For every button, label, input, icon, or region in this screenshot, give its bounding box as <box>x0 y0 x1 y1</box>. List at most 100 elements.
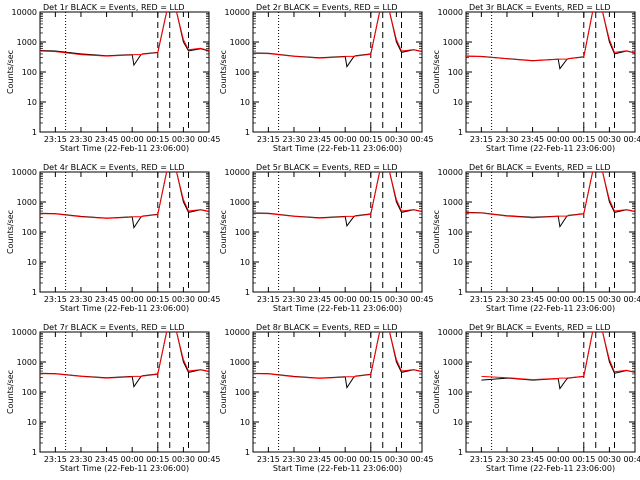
plot-title: Det 1r BLACK = Events, RED = LLD <box>43 3 185 12</box>
y-tick-label: 1000 <box>443 38 463 47</box>
y-tick-label: 1 <box>458 448 463 457</box>
y-tick-label: 100 <box>448 68 463 77</box>
y-tick-label: 10000 <box>225 8 250 17</box>
x-tick-label: 23:45 <box>95 455 118 464</box>
lld-series-line <box>40 12 209 57</box>
y-tick-label: 10000 <box>438 328 463 337</box>
y-axis-label: Counts/sec <box>6 50 15 94</box>
y-axis-label: Counts/sec <box>432 210 441 254</box>
x-axis-label: Start Time (22-Feb-11 23:06:00) <box>273 304 402 313</box>
x-axis-label: Start Time (22-Feb-11 23:06:00) <box>273 464 402 473</box>
x-axis-label: Start Time (22-Feb-11 23:06:00) <box>486 304 615 313</box>
y-tick-label: 100 <box>22 388 37 397</box>
y-tick-label: 1 <box>32 448 37 457</box>
y-tick-label: 100 <box>235 388 250 397</box>
x-tick-label: 00:30 <box>598 295 621 304</box>
detector-plot-7: Det 7r BLACK = Events, RED = LLD 1 10 100 10… <box>6 323 221 473</box>
y-axis-label: Counts/sec <box>432 370 441 414</box>
y-tick-label: 10000 <box>225 328 250 337</box>
y-tick-label: 1000 <box>230 358 250 367</box>
y-tick-label: 1000 <box>230 38 250 47</box>
detector-plot-3: Det 3r BLACK = Events, RED = LLD 1 10 100 10… <box>432 3 640 153</box>
x-axis-label: Start Time (22-Feb-11 23:06:00) <box>60 304 189 313</box>
x-tick-label: 23:45 <box>308 135 331 144</box>
x-tick-label: 23:15 <box>44 295 67 304</box>
y-tick-label: 1 <box>458 128 463 137</box>
y-tick-label: 1 <box>245 128 250 137</box>
detector-plot-4: Det 4r BLACK = Events, RED = LLD 1 10 100 10… <box>6 163 221 313</box>
plot-title: Det 8r BLACK = Events, RED = LLD <box>256 323 398 332</box>
detector-plot-8: Det 8r BLACK = Events, RED = LLD 1 10 100 10… <box>219 323 434 473</box>
x-tick-label: 23:30 <box>495 455 518 464</box>
y-tick-label: 100 <box>448 228 463 237</box>
y-tick-label: 10000 <box>12 168 37 177</box>
x-tick-label: 00:45 <box>623 455 640 464</box>
y-tick-label: 1000 <box>230 198 250 207</box>
y-axis-label: Counts/sec <box>219 370 228 414</box>
x-tick-label: 00:15 <box>572 455 595 464</box>
lld-series-line <box>253 332 422 379</box>
y-tick-label: 10000 <box>12 328 37 337</box>
x-axis-label: Start Time (22-Feb-11 23:06:00) <box>60 464 189 473</box>
y-tick-label: 1000 <box>17 38 37 47</box>
x-axis-label: Start Time (22-Feb-11 23:06:00) <box>486 464 615 473</box>
x-axis-label: Start Time (22-Feb-11 23:06:00) <box>60 144 189 153</box>
x-tick-label: 23:15 <box>470 455 493 464</box>
x-tick-label: 23:45 <box>308 455 331 464</box>
x-tick-label: 00:00 <box>121 135 144 144</box>
x-tick-label: 00:45 <box>623 295 640 304</box>
x-tick-label: 23:45 <box>521 135 544 144</box>
y-tick-label: 10000 <box>438 8 463 17</box>
y-tick-label: 1000 <box>17 198 37 207</box>
x-tick-label: 00:00 <box>547 455 570 464</box>
y-axis-label: Counts/sec <box>6 370 15 414</box>
x-tick-label: 00:45 <box>410 295 433 304</box>
x-tick-label: 00:45 <box>410 135 433 144</box>
detector-plot-2: Det 2r BLACK = Events, RED = LLD 1 10 100 10… <box>219 3 434 153</box>
y-axis-label: Counts/sec <box>6 210 15 254</box>
x-tick-label: 23:15 <box>257 295 280 304</box>
y-tick-label: 100 <box>448 388 463 397</box>
lld-series-line <box>481 332 635 381</box>
plot-title: Det 2r BLACK = Events, RED = LLD <box>256 3 398 12</box>
x-tick-label: 00:00 <box>547 135 570 144</box>
x-tick-label: 00:15 <box>359 295 382 304</box>
y-tick-label: 1 <box>32 128 37 137</box>
y-tick-label: 10 <box>240 98 250 107</box>
x-tick-label: 23:15 <box>44 135 67 144</box>
events-series-line <box>481 332 635 390</box>
x-tick-label: 00:15 <box>572 135 595 144</box>
y-tick-label: 1 <box>32 288 37 297</box>
x-tick-label: 23:15 <box>44 455 67 464</box>
detector-plot-1: Det 1r BLACK = Events, RED = LLD 1 10 100 10… <box>6 3 221 153</box>
x-tick-label: 00:30 <box>598 135 621 144</box>
x-tick-label: 00:15 <box>146 135 169 144</box>
x-tick-label: 23:30 <box>495 295 518 304</box>
x-tick-label: 00:15 <box>359 455 382 464</box>
x-tick-label: 00:00 <box>121 295 144 304</box>
plot-title: Det 5r BLACK = Events, RED = LLD <box>256 163 398 172</box>
y-axis-label: Counts/sec <box>219 210 228 254</box>
x-tick-label: 00:00 <box>121 455 144 464</box>
x-tick-label: 00:00 <box>334 295 357 304</box>
x-tick-label: 23:30 <box>69 135 92 144</box>
y-tick-label: 10 <box>240 418 250 427</box>
plot-title: Det 4r BLACK = Events, RED = LLD <box>43 163 185 172</box>
x-tick-label: 00:15 <box>146 295 169 304</box>
x-tick-label: 00:30 <box>385 455 408 464</box>
x-tick-label: 00:00 <box>547 295 570 304</box>
x-tick-label: 00:15 <box>146 455 169 464</box>
detector-plot-9: Det 9r BLACK = Events, RED = LLD 1 10 100 10… <box>432 323 640 473</box>
x-tick-label: 23:15 <box>470 135 493 144</box>
y-tick-label: 10 <box>453 258 463 267</box>
y-tick-label: 10 <box>453 418 463 427</box>
y-tick-label: 10000 <box>438 168 463 177</box>
y-tick-label: 10000 <box>225 168 250 177</box>
lld-series-line <box>40 332 209 379</box>
x-tick-label: 23:45 <box>95 295 118 304</box>
y-tick-label: 10 <box>27 98 37 107</box>
x-tick-label: 00:00 <box>334 455 357 464</box>
x-tick-label: 00:30 <box>172 455 195 464</box>
x-tick-label: 00:15 <box>572 295 595 304</box>
